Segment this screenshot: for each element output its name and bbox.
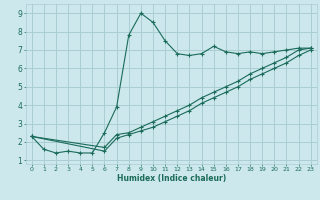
X-axis label: Humidex (Indice chaleur): Humidex (Indice chaleur) (116, 174, 226, 183)
